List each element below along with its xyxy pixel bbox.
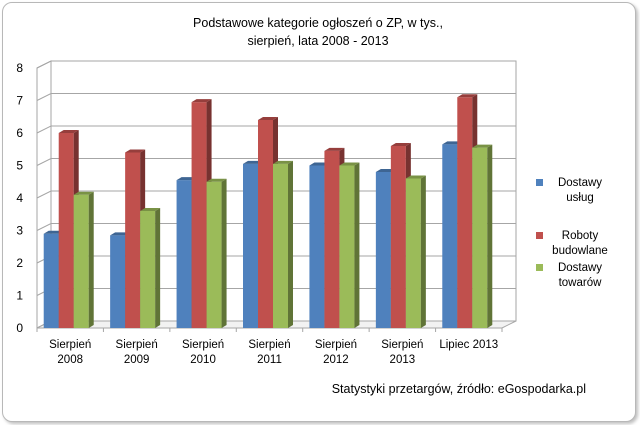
bar (140, 208, 161, 328)
bar-top (472, 144, 493, 148)
bar-front (43, 233, 59, 328)
y-tick-label: 1 (16, 289, 23, 303)
bar-side (221, 178, 227, 328)
bar-front (339, 165, 355, 328)
legend-entry: Dostawy usług (536, 177, 602, 204)
x-tick-label: Sierpień 2011 (248, 339, 290, 366)
legend: Dostawy usług Roboty budowlane Dostawy towaró… (536, 177, 608, 289)
x-tick-label: Lipiec 2013 (439, 339, 498, 351)
bar-top (339, 162, 360, 166)
bar-side (88, 191, 94, 328)
bar-top (58, 130, 79, 133)
bar (405, 175, 426, 328)
x-tick-label: Sierpień 2012 (315, 339, 357, 366)
bar-front (324, 150, 340, 328)
bar-front (191, 102, 207, 328)
gridline (36, 60, 516, 69)
gridline (36, 190, 516, 199)
bar-side (354, 162, 360, 328)
legend-label: Dostawy usług (558, 177, 602, 204)
bar-top (140, 208, 161, 211)
bar (206, 178, 227, 328)
bar-side (155, 208, 161, 328)
legend-entry: Dostawy towarów (536, 262, 602, 289)
bar-front (442, 144, 458, 328)
y-tick-label: 0 (16, 321, 23, 335)
gridline (36, 93, 516, 101)
plot-area: 0 1 2 3 4 5 6 7 8 Sierpień 2008 Sierpień 2009 Sierpie… (16, 60, 517, 366)
chart-subtitle: sierpień, lata 2008 - 2013 (247, 34, 388, 48)
bar-top (191, 99, 212, 103)
legend-label: Dostawy towarów (558, 262, 602, 289)
bar-top (273, 160, 293, 164)
bar (472, 144, 493, 328)
x-tick-label: Sierpień 2008 (49, 339, 91, 366)
x-tick-label: Sierpień 2010 (182, 339, 224, 366)
gridline (36, 223, 516, 231)
legend-swatch (536, 232, 543, 239)
bar-front (125, 152, 141, 328)
y-tick-label: 7 (16, 94, 23, 108)
bar-front (457, 97, 473, 328)
y-tick-label: 8 (16, 61, 23, 75)
bar-front (58, 133, 74, 328)
bar (339, 162, 360, 328)
legend-swatch (536, 264, 543, 271)
bar-top (457, 94, 478, 98)
bar-front (472, 147, 488, 328)
bar-front (73, 194, 89, 328)
legend-label: Roboty budowlane (552, 230, 608, 257)
bar-front (243, 163, 258, 328)
bar-front (110, 235, 126, 328)
bar-front (140, 211, 156, 328)
bar-top (324, 147, 345, 151)
x-tick-label: Sierpień 2009 (116, 339, 158, 366)
bar-front (176, 180, 192, 328)
legend-swatch (536, 179, 543, 186)
bar-front (375, 172, 391, 328)
bar-top (125, 149, 146, 153)
gridline (36, 158, 516, 166)
bar (73, 191, 94, 328)
bar-side (288, 160, 293, 328)
y-tick-label: 3 (16, 224, 23, 238)
y-tick-label: 5 (16, 159, 23, 173)
bar-front (390, 146, 406, 328)
gridline (36, 125, 516, 134)
bar-front (309, 165, 325, 328)
bar-front (405, 178, 421, 328)
legend-entry: Roboty budowlane (536, 230, 608, 257)
bar-top (206, 178, 227, 182)
bar-top (390, 143, 411, 146)
y-tick-label: 6 (16, 126, 23, 140)
bar-front (258, 120, 273, 328)
bar-top (405, 175, 426, 179)
y-tick-label: 2 (16, 256, 23, 270)
x-tick-label: Sierpień 2013 (381, 339, 423, 366)
bar-top (73, 191, 94, 195)
bar-top (258, 117, 278, 120)
bar-side (487, 144, 493, 328)
bar-front (273, 163, 288, 328)
bar-top (110, 232, 131, 236)
y-tick-label: 4 (16, 191, 23, 205)
bar-side (420, 175, 426, 328)
chart-title: Podstawowe kategorie ogłoszeń o ZP, w ty… (193, 16, 443, 30)
bar (273, 160, 293, 328)
source-note: Statystyki przetargów, źródło: eGospodar… (332, 382, 586, 396)
bar-front (206, 181, 222, 328)
